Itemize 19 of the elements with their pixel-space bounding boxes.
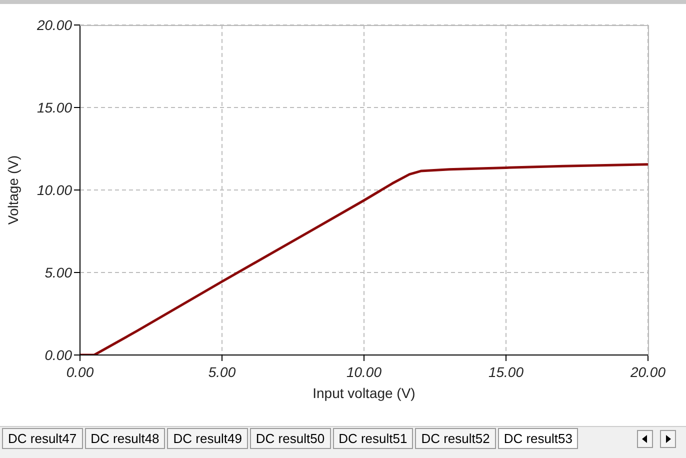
y-tick-label: 0.00 [44, 346, 72, 363]
y-tick-label: 20.00 [36, 16, 72, 33]
x-tick-label: 15.00 [488, 364, 524, 380]
y-tick-label: 5.00 [44, 264, 72, 280]
text: DC result50 [250, 428, 331, 449]
text: DC result53 [498, 428, 578, 449]
text: DC result48 [84, 428, 166, 449]
x-tick-label: 0.00 [66, 364, 94, 380]
y-tick-label: 10.00 [36, 182, 72, 198]
text: DC result49 [167, 428, 248, 449]
y-tick-label: 15.00 [36, 99, 72, 116]
x-tick-label: 20.00 [629, 364, 666, 380]
x-axis-title: Input voltage (V) [312, 385, 416, 401]
text: DC result47 [2, 428, 83, 449]
x-tick-label: 5.00 [208, 364, 236, 380]
text: DC result51 [332, 428, 414, 449]
x-tick-label: 10.00 [346, 364, 382, 380]
text: DC result52 [415, 428, 496, 449]
y-axis-title: Voltage (V) [4, 155, 21, 225]
